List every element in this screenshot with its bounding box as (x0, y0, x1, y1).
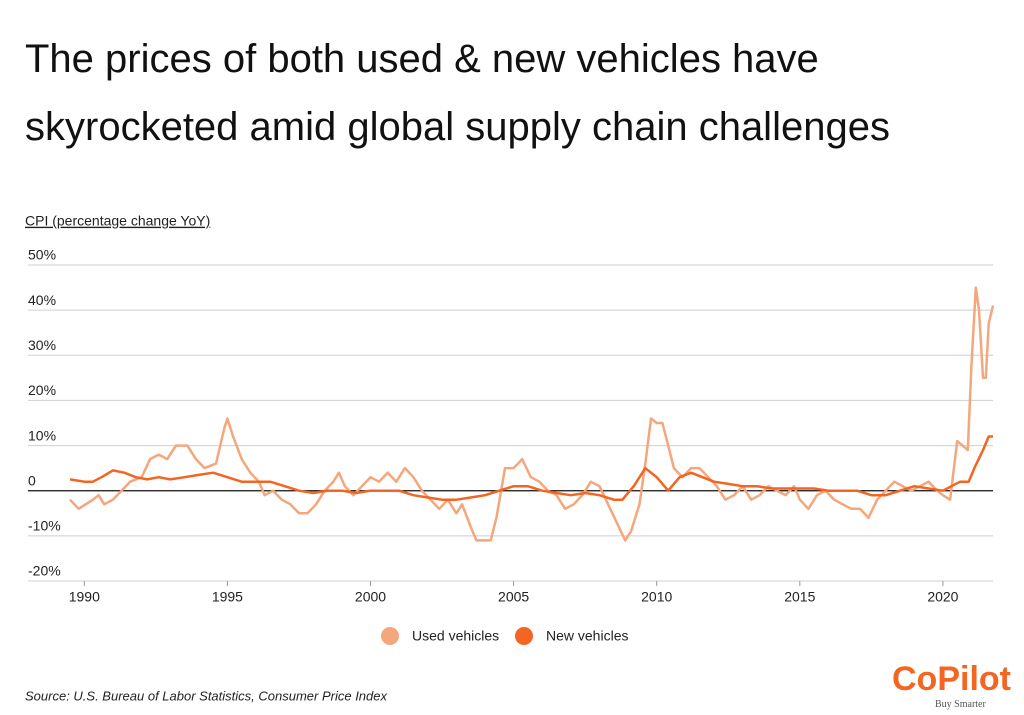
x-tick-label: 2015 (784, 589, 815, 605)
logo: CoPilot (892, 660, 1011, 698)
legend-label: New vehicles (546, 628, 628, 644)
y-axis-title: CPI (percentage change YoY) (25, 213, 210, 229)
x-tick-label: 1990 (69, 589, 100, 605)
x-tick-label: 2000 (355, 589, 386, 605)
chart-title: skyrocketed amid global supply chain cha… (25, 105, 890, 149)
legend-marker (515, 627, 533, 645)
y-tick-label: 10% (28, 427, 56, 443)
y-tick-label: 0 (28, 472, 36, 488)
x-tick-label: 2010 (641, 589, 672, 605)
source: Source: U.S. Bureau of Labor Statistics,… (25, 688, 388, 703)
x-tick-label: 2005 (498, 589, 529, 605)
y-tick-label: 40% (28, 292, 56, 308)
line-series (69, 435, 993, 501)
y-tick-label: 50% (28, 247, 56, 263)
line-series (69, 286, 995, 542)
y-tick-label: -20% (28, 563, 61, 579)
chart-title: The prices of both used & new vehicles h… (25, 37, 819, 81)
y-tick-label: -10% (28, 518, 61, 534)
legend-label: Used vehicles (412, 628, 499, 644)
x-tick-label: 1995 (212, 589, 243, 605)
legend-marker (381, 627, 399, 645)
y-tick-label: 20% (28, 382, 56, 398)
y-tick-label: 30% (28, 337, 56, 353)
logo-tagline: Buy Smarter (935, 699, 986, 710)
x-tick-label: 2020 (927, 589, 958, 605)
